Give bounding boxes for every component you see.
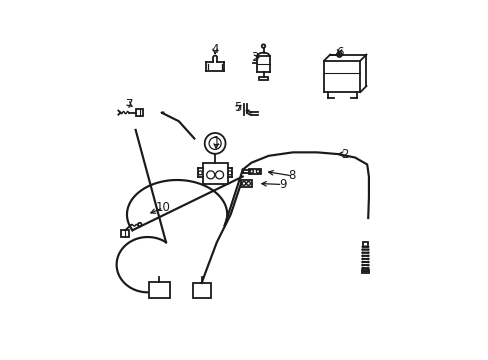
- Text: 5: 5: [233, 101, 241, 114]
- Text: 7: 7: [126, 98, 133, 111]
- Text: 1: 1: [212, 135, 220, 148]
- Bar: [362, 242, 367, 247]
- Text: 10: 10: [156, 201, 170, 214]
- Bar: [121, 230, 129, 237]
- Bar: [240, 180, 251, 187]
- Bar: [192, 283, 210, 297]
- Text: 6: 6: [335, 46, 343, 59]
- Text: 9: 9: [278, 178, 285, 191]
- Text: 2: 2: [340, 148, 348, 161]
- Text: 8: 8: [288, 169, 295, 183]
- Bar: [361, 270, 368, 273]
- Bar: [248, 169, 261, 174]
- Text: 4: 4: [211, 43, 219, 56]
- Bar: [203, 163, 227, 184]
- Bar: [259, 77, 267, 80]
- Bar: [135, 109, 143, 116]
- Text: 3: 3: [251, 51, 258, 64]
- Bar: [149, 282, 169, 297]
